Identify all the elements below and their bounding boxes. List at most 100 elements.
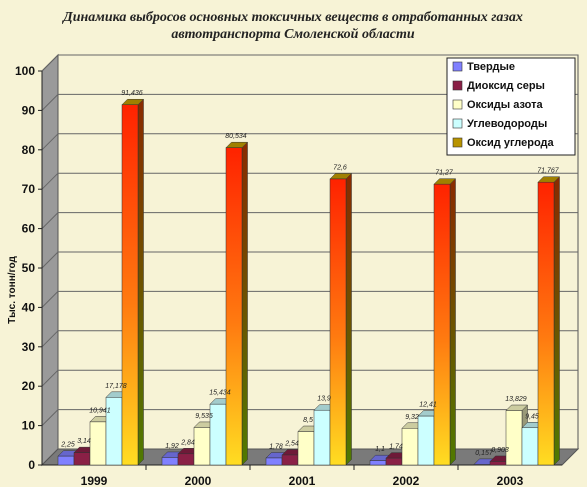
y-tick-label: 70 bbox=[22, 182, 36, 196]
bar-front bbox=[313, 409, 331, 466]
data-label: 13,829 bbox=[505, 396, 527, 403]
y-tick-label: 30 bbox=[22, 340, 36, 354]
data-label: 17,178 bbox=[105, 383, 127, 390]
bar bbox=[225, 141, 249, 466]
gridline-diag bbox=[41, 133, 59, 151]
bar-side bbox=[345, 172, 352, 466]
data-label: 3,14 bbox=[77, 438, 91, 445]
legend-item-label: Углеводороды bbox=[467, 118, 547, 130]
bar bbox=[329, 172, 353, 466]
data-label: 72,6 bbox=[333, 164, 347, 171]
legend-item-label: Диоксид серы bbox=[467, 80, 545, 92]
y-axis-label: Тыс. тонн/год bbox=[7, 255, 18, 323]
bar-front bbox=[265, 457, 283, 466]
y-tick-label: 0 bbox=[28, 458, 35, 472]
gridline-diag bbox=[41, 54, 59, 72]
chart-title-line-2: автотранспорта Смоленской области bbox=[171, 27, 415, 42]
data-label: 9,45 bbox=[525, 413, 539, 420]
bar-front bbox=[369, 460, 387, 466]
x-tick-label: 2003 bbox=[497, 474, 524, 487]
legend-swatch bbox=[452, 61, 463, 72]
legend-swatch bbox=[452, 137, 463, 148]
data-label: 2,54 bbox=[284, 440, 299, 447]
gridline-diag bbox=[41, 291, 59, 308]
data-label: 0,903 bbox=[491, 447, 509, 454]
x-tick-label: 1999 bbox=[81, 474, 108, 487]
bar-front bbox=[73, 452, 91, 466]
data-label: 12,41 bbox=[419, 402, 437, 409]
bar-front bbox=[537, 181, 555, 466]
data-labels: 2,253,14 10,941 17,178 91,436 1,922,84 9,535 1… bbox=[60, 90, 560, 457]
bar-side bbox=[449, 178, 456, 466]
bar-side bbox=[241, 141, 248, 466]
x-tick-label: 2001 bbox=[289, 474, 316, 487]
bar bbox=[537, 176, 561, 466]
bar-front bbox=[329, 178, 347, 466]
data-label: 10,941 bbox=[89, 407, 111, 414]
x-axis-ticks: 1999 2000 2001 2002 2003 bbox=[81, 465, 524, 487]
legend-swatch bbox=[452, 99, 463, 110]
x-tick-label: 2002 bbox=[393, 474, 420, 487]
y-tick-label: 20 bbox=[22, 379, 36, 393]
bar-front bbox=[489, 461, 507, 466]
gridline-diag bbox=[41, 409, 59, 426]
bar bbox=[121, 98, 145, 466]
bar-front bbox=[225, 147, 243, 466]
y-tick-label: 60 bbox=[22, 222, 36, 236]
legend-box bbox=[446, 57, 576, 156]
data-label: 0,157 bbox=[475, 450, 494, 457]
gridline-diag bbox=[41, 172, 59, 190]
data-label: 1,78 bbox=[269, 443, 283, 450]
bar-front bbox=[121, 104, 139, 466]
gridlines bbox=[41, 54, 578, 426]
data-label: 13,9 bbox=[317, 396, 331, 403]
bar-front bbox=[385, 457, 403, 466]
data-label: 9,32 bbox=[405, 414, 419, 421]
bar-side bbox=[137, 98, 144, 466]
data-label: 71,767 bbox=[537, 168, 560, 175]
bar-front bbox=[401, 428, 419, 466]
data-label: 1,92 bbox=[165, 443, 179, 450]
bar-side bbox=[553, 176, 560, 466]
gridline-diag bbox=[41, 94, 59, 111]
data-label: 80,534 bbox=[225, 133, 247, 140]
gridline-diag bbox=[41, 330, 59, 348]
bar-front bbox=[281, 454, 299, 466]
gridline-diag bbox=[41, 251, 59, 269]
y-tick-label: 50 bbox=[22, 261, 36, 275]
legend-item-label: Оксид углерода bbox=[467, 137, 554, 149]
legend-swatch bbox=[452, 118, 463, 129]
bar-front bbox=[521, 427, 539, 466]
gridline-diag bbox=[41, 369, 59, 387]
legend-swatch bbox=[452, 80, 463, 91]
bars bbox=[57, 98, 561, 466]
legend-item-label: Оксиды азота bbox=[467, 99, 544, 111]
data-label: 2,25 bbox=[60, 442, 75, 449]
bar-front bbox=[177, 453, 195, 466]
data-label: 9,535 bbox=[195, 413, 213, 420]
chart-title: Динамика выбросов основных токсичных вещ… bbox=[61, 10, 523, 42]
data-label: 91,436 bbox=[121, 90, 143, 97]
data-label: 1,1 bbox=[375, 446, 385, 453]
chart-title-line-1: Динамика выбросов основных токсичных вещ… bbox=[61, 10, 523, 25]
y-tick-label: 90 bbox=[22, 103, 36, 117]
bar-front bbox=[473, 464, 491, 466]
y-tick-label: 100 bbox=[15, 64, 35, 78]
data-label: 71,27 bbox=[435, 170, 454, 177]
data-label: 1,74 bbox=[389, 444, 403, 451]
data-label: 2,84 bbox=[180, 439, 195, 446]
bar-front bbox=[57, 455, 75, 466]
x-tick-label: 2000 bbox=[185, 474, 212, 487]
bar-front bbox=[505, 410, 523, 466]
bar-front bbox=[161, 457, 179, 466]
y-tick-label: 10 bbox=[22, 419, 36, 433]
data-label: 15,434 bbox=[209, 390, 231, 397]
y-axis-ticks: 0 10 20 30 40 50 60 70 80 90 100 bbox=[15, 64, 42, 472]
bar-front bbox=[417, 415, 435, 466]
legend-item-label: Твердые bbox=[467, 61, 515, 73]
y-tick-label: 40 bbox=[22, 300, 36, 314]
gridline-diag bbox=[41, 212, 59, 229]
bar-front bbox=[297, 431, 315, 466]
bar-front bbox=[89, 421, 107, 466]
